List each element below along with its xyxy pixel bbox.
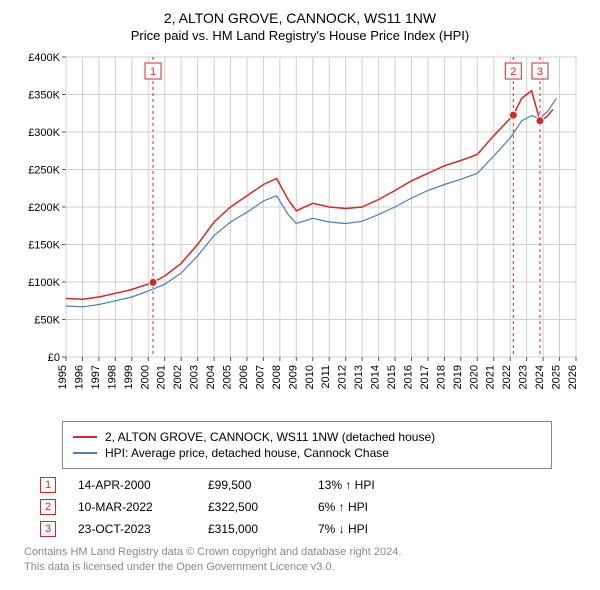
svg-text:2008: 2008 xyxy=(271,365,283,389)
svg-text:2019: 2019 xyxy=(452,365,464,389)
svg-text:2010: 2010 xyxy=(304,365,316,389)
footer-text: Contains HM Land Registry data © Crown c… xyxy=(24,545,588,576)
note-marker: 2 xyxy=(40,499,56,515)
svg-text:2022: 2022 xyxy=(501,365,513,389)
note-price: £99,500 xyxy=(208,478,318,492)
svg-text:1995: 1995 xyxy=(57,365,69,389)
chart-title: 2, ALTON GROVE, CANNOCK, WS11 1NW xyxy=(12,10,588,26)
svg-text:2026: 2026 xyxy=(567,365,579,389)
note-date: 23-OCT-2023 xyxy=(78,522,208,536)
note-pct: 7% ↓ HPI xyxy=(318,522,418,536)
note-marker: 1 xyxy=(40,477,56,493)
legend-label: 2, ALTON GROVE, CANNOCK, WS11 1NW (detac… xyxy=(105,430,435,444)
svg-text:1996: 1996 xyxy=(73,365,85,389)
svg-text:1999: 1999 xyxy=(123,365,135,389)
svg-text:£150K: £150K xyxy=(28,240,60,252)
svg-text:2001: 2001 xyxy=(156,365,168,389)
chart-plot: £0 £50K £100K £150K £200K £250K £300K £350K £400… xyxy=(12,51,588,411)
svg-text:2017: 2017 xyxy=(419,365,431,389)
svg-text:2000: 2000 xyxy=(139,365,151,389)
note-price: £322,500 xyxy=(208,500,318,514)
sale-note-row: 2 10-MAR-2022£322,5006% ↑ HPI xyxy=(40,499,588,515)
note-price: £315,000 xyxy=(208,522,318,536)
svg-text:2024: 2024 xyxy=(534,365,546,389)
legend-box: 2, ALTON GROVE, CANNOCK, WS11 1NW (detac… xyxy=(62,421,552,469)
svg-text:2018: 2018 xyxy=(435,365,447,389)
svg-text:2004: 2004 xyxy=(205,365,217,389)
svg-text:£250K: £250K xyxy=(28,165,60,177)
svg-text:2005: 2005 xyxy=(222,365,234,389)
chart-svg: £0 £50K £100K £150K £200K £250K £300K £350K £400… xyxy=(12,51,588,411)
svg-text:2003: 2003 xyxy=(189,365,201,389)
svg-text:2021: 2021 xyxy=(485,365,497,389)
note-date: 14-APR-2000 xyxy=(78,478,208,492)
svg-text:2015: 2015 xyxy=(386,365,398,389)
svg-text:1998: 1998 xyxy=(106,365,118,389)
svg-text:2020: 2020 xyxy=(468,365,480,389)
note-marker: 3 xyxy=(40,521,56,537)
svg-text:2011: 2011 xyxy=(320,365,332,389)
note-pct: 6% ↑ HPI xyxy=(318,500,418,514)
svg-text:2012: 2012 xyxy=(337,365,349,389)
svg-text:£300K: £300K xyxy=(28,127,60,139)
chart-subtitle: Price paid vs. HM Land Registry's House … xyxy=(12,28,588,43)
svg-text:2: 2 xyxy=(510,66,516,78)
svg-text:2016: 2016 xyxy=(402,365,414,389)
legend-swatch xyxy=(73,436,97,438)
svg-text:2007: 2007 xyxy=(254,365,266,389)
svg-text:£400K: £400K xyxy=(28,52,60,64)
legend-item: HPI: Average price, detached house, Cann… xyxy=(73,446,541,460)
svg-text:1: 1 xyxy=(150,66,156,78)
svg-text:2006: 2006 xyxy=(238,365,250,389)
footer-line2: This data is licensed under the Open Gov… xyxy=(24,560,588,575)
svg-text:2002: 2002 xyxy=(172,365,184,389)
svg-text:1997: 1997 xyxy=(90,365,102,389)
legend-swatch xyxy=(73,452,97,454)
footer-line1: Contains HM Land Registry data © Crown c… xyxy=(24,545,588,560)
sale-note-row: 3 23-OCT-2023£315,0007% ↓ HPI xyxy=(40,521,588,537)
svg-text:3: 3 xyxy=(537,66,543,78)
svg-text:2023: 2023 xyxy=(518,365,530,389)
note-date: 10-MAR-2022 xyxy=(78,500,208,514)
chart-container: 2, ALTON GROVE, CANNOCK, WS11 1NW Price … xyxy=(0,0,600,580)
sale-note-row: 1 14-APR-2000£99,50013% ↑ HPI xyxy=(40,477,588,493)
svg-text:£100K: £100K xyxy=(28,277,60,289)
legend-label: HPI: Average price, detached house, Cann… xyxy=(105,446,389,460)
svg-text:2025: 2025 xyxy=(551,365,563,389)
svg-text:£200K: £200K xyxy=(28,202,60,214)
legend-item: 2, ALTON GROVE, CANNOCK, WS11 1NW (detac… xyxy=(73,430,541,444)
svg-text:£0: £0 xyxy=(48,352,60,364)
sale-notes: 1 14-APR-2000£99,50013% ↑ HPI 2 10-MAR-2022… xyxy=(40,477,588,537)
svg-text:2013: 2013 xyxy=(353,365,365,389)
svg-text:2009: 2009 xyxy=(287,365,299,389)
svg-text:2014: 2014 xyxy=(370,365,382,389)
svg-text:£350K: £350K xyxy=(28,90,60,102)
svg-text:£50K: £50K xyxy=(34,315,60,327)
note-pct: 13% ↑ HPI xyxy=(318,478,418,492)
